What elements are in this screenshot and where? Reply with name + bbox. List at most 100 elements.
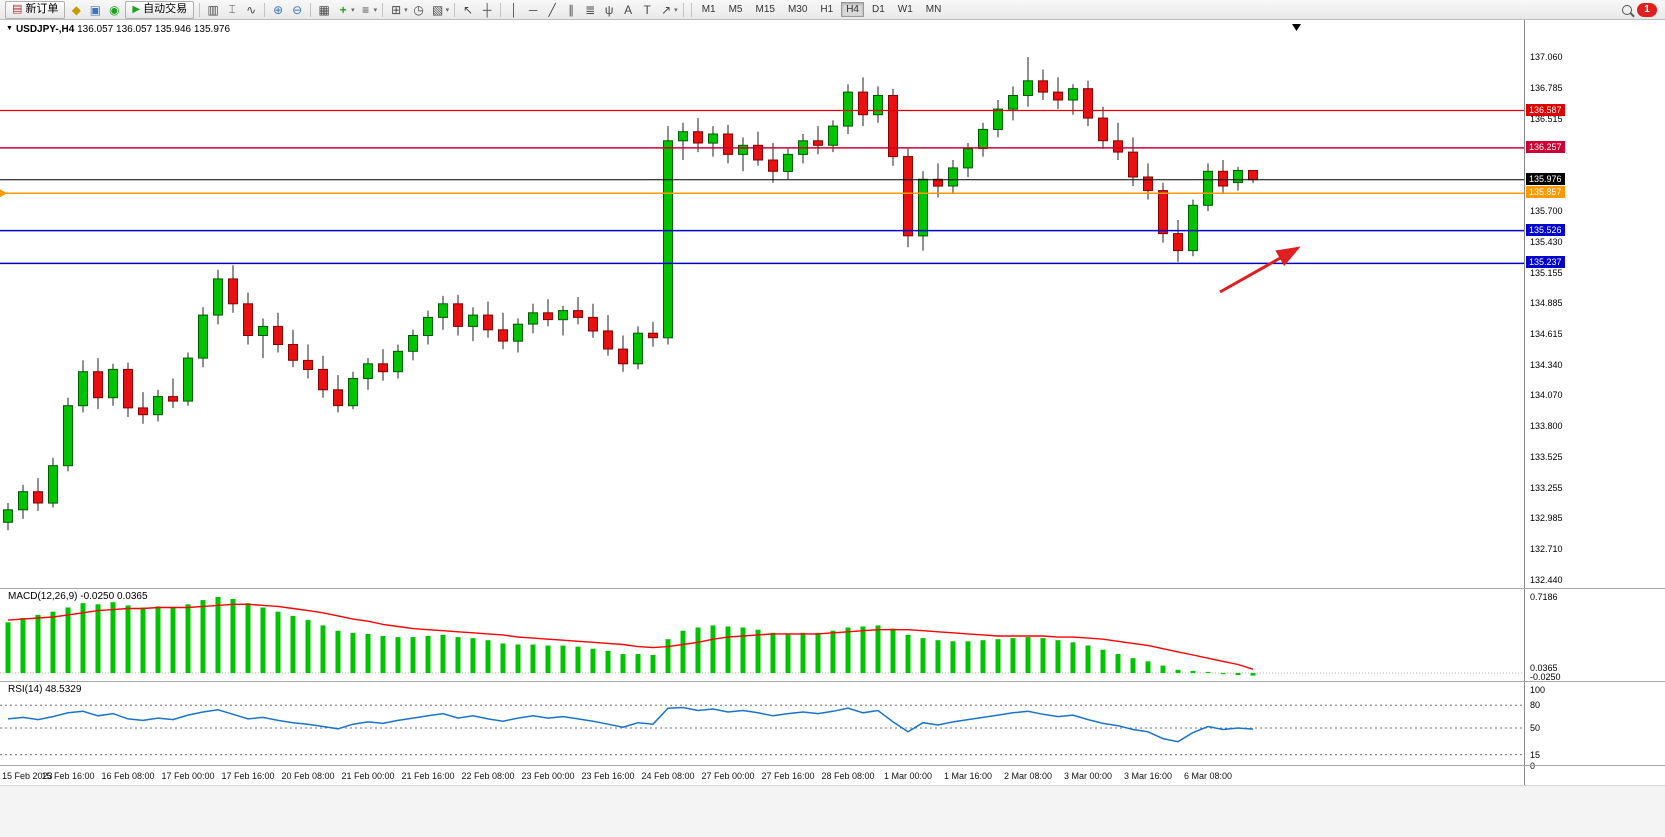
autotrading-button-label: 自动交易 — [143, 3, 188, 15]
time-label: 1 Mar 16:00 — [943, 771, 993, 781]
macd-panel — [0, 596, 1524, 676]
chevron-down-icon[interactable]: ▾ — [674, 6, 678, 14]
price-tick: 135.430 — [1530, 237, 1563, 247]
time-label: 16 Feb 08:00 — [101, 771, 155, 781]
time-label: 2 Mar 08:00 — [1003, 771, 1053, 781]
price-tick: 136.515 — [1530, 114, 1563, 124]
time-label: 21 Feb 16:00 — [401, 771, 455, 781]
rsi-tick: 50 — [1530, 723, 1541, 733]
autotrading-icon: ▶ — [132, 3, 141, 15]
price-shift-marker[interactable] — [1292, 24, 1301, 31]
crosshair-icon[interactable]: ┼ — [482, 2, 492, 17]
timeframe-w1-button[interactable]: W1 — [897, 4, 913, 15]
time-label: 22 Feb 08:00 — [461, 771, 515, 781]
timeframe-mn-button[interactable]: MN — [925, 4, 942, 15]
rsi-tick: 15 — [1530, 750, 1541, 760]
templates-icon[interactable]: ▧ — [431, 2, 444, 17]
time-label: 15 Feb 2023 — [2, 771, 53, 781]
time-label: 27 Feb 16:00 — [761, 771, 815, 781]
price-level-badge: 135.237 — [1526, 256, 1565, 268]
metaeditor-icon[interactable]: ◆ — [71, 2, 82, 17]
tile-windows-icon[interactable]: ▦ — [318, 2, 330, 17]
status-area — [0, 785, 1665, 837]
zoom-in-icon[interactable]: ⊕ — [273, 2, 284, 17]
chevron-down-icon[interactable]: ▾ — [445, 6, 450, 14]
timeframe-m15-button[interactable]: M15 — [755, 4, 775, 15]
macd-main-value: -0.0250 — [1530, 672, 1561, 682]
timeframe-h4-button[interactable]: H4 — [841, 2, 864, 17]
clock-icon[interactable]: ◷ — [413, 2, 424, 17]
vertical-line-icon[interactable]: │ — [510, 2, 518, 17]
text-icon[interactable]: A — [624, 2, 633, 17]
time-label: 27 Feb 00:00 — [701, 771, 755, 781]
signals-icon[interactable]: ◉ — [109, 2, 120, 17]
candlestick-icon[interactable]: ⌶ — [228, 2, 236, 16]
panel-divider-macd[interactable] — [0, 588, 1665, 589]
timeframe-d1-button[interactable]: D1 — [872, 4, 885, 15]
horizontal-line-icon[interactable]: ─ — [528, 2, 538, 17]
cursor-icon[interactable]: ↖ — [463, 2, 474, 17]
arrows-icon[interactable]: ↗ — [661, 2, 672, 17]
toolbar-separator — [264, 2, 266, 17]
toolbar-separator — [454, 2, 456, 17]
macd-label: MACD(12,26,9) -0.0250 0.0365 — [8, 591, 148, 602]
chevron-down-icon[interactable]: ▾ — [351, 6, 355, 14]
line-chart-icon[interactable]: ∿ — [246, 2, 257, 17]
periods-icon[interactable]: ⊞ — [391, 2, 402, 17]
ohlc-values: 136.057 136.057 135.946 135.976 — [77, 24, 231, 35]
time-label: 6 Mar 08:00 — [1183, 771, 1233, 781]
main-toolbar: ▤ 新订单 ◆ ▣ ◉ ▶ 自动交易 ▥ ⌶ ∿ ⊕ ⊖ ▦ + ▾ ≡ ▾ ⊞ ▾ ◷ ▧ ▾ ↖ ┼ │ ─ ╱ ∥ ≣ ψ A T ↗ ▾ M… — [0, 0, 1665, 20]
new-order-button-label: 新订单 — [25, 3, 59, 15]
indicator-windows-icon[interactable]: ≡ — [362, 2, 370, 17]
autotrading-button[interactable]: ▶ 自动交易 — [125, 0, 195, 19]
fibonacci-retracement-icon[interactable]: ≣ — [585, 2, 596, 17]
timeframe-m1-button[interactable]: M1 — [701, 4, 716, 15]
rsi-label: RSI(14) 48.5329 — [8, 684, 81, 695]
chevron-down-icon[interactable]: ▾ — [373, 6, 378, 14]
new-order-button[interactable]: ▤ 新订单 — [5, 0, 66, 19]
time-label: 23 Feb 00:00 — [521, 771, 575, 781]
price-tick: 135.155 — [1530, 268, 1563, 278]
time-axis: 15 Feb 2023 15 Feb 16:00 16 Feb 08:00 17 Fe… — [0, 767, 1524, 785]
price-axis: 137.060 136.785 136.515 135.700 135.430 135.1… — [1524, 20, 1665, 785]
toolbar-separator — [382, 2, 384, 17]
zoom-out-icon[interactable]: ⊖ — [292, 2, 303, 17]
rsi-panel — [0, 704, 1524, 756]
price-chart-plot[interactable] — [0, 20, 1524, 785]
trend-arrow-annotation[interactable] — [1219, 246, 1301, 294]
panel-divider-rsi[interactable] — [0, 681, 1665, 682]
andrews-pitchfork-icon[interactable]: ψ — [604, 2, 614, 17]
text-label-icon[interactable]: T — [643, 2, 651, 17]
rsi-tick: 100 — [1530, 685, 1546, 695]
candlestick-series — [3, 57, 1258, 531]
time-label: 15 Feb 16:00 — [41, 771, 95, 781]
panel-divider-timeaxis[interactable] — [0, 765, 1665, 766]
chevron-down-icon[interactable]: ▾ — [404, 6, 408, 14]
notifications-badge[interactable]: 1 — [1637, 2, 1657, 17]
time-label: 23 Feb 16:00 — [581, 771, 635, 781]
price-level-badge: 135.857 — [1526, 186, 1565, 198]
rsi-value: 48.5329 — [45, 684, 82, 695]
indicators-icon[interactable]: + — [339, 2, 347, 17]
rsi-line — [7, 706, 1254, 743]
timeframe-m30-button[interactable]: M30 — [787, 4, 808, 15]
timeframe-m5-button[interactable]: M5 — [728, 4, 743, 15]
rsi-tick: 0 — [1530, 761, 1536, 771]
bar-chart-icon[interactable]: ▥ — [207, 2, 219, 17]
charts-icon[interactable]: ▣ — [89, 2, 102, 17]
timeframe-h1-button[interactable]: H1 — [820, 4, 834, 15]
trendline-icon[interactable]: ╱ — [548, 2, 556, 17]
chart-dropdown-arrow[interactable]: ▼ — [6, 25, 13, 32]
price-tick: 136.785 — [1530, 83, 1563, 93]
equidistant-channel-icon[interactable]: ∥ — [568, 2, 575, 17]
time-label: 21 Feb 00:00 — [341, 771, 395, 781]
search-icon[interactable] — [1622, 4, 1632, 15]
price-tick: 132.985 — [1530, 513, 1563, 523]
price-level-badge: 136.587 — [1526, 104, 1565, 116]
price-tick: 134.885 — [1530, 298, 1563, 308]
macd-signal-value: 0.0365 — [1530, 663, 1558, 673]
price-level-badge: 135.976 — [1526, 173, 1565, 185]
macd-signal-line — [7, 603, 1254, 670]
chart-title: ▼ USDJPY-,H4 136.057 136.057 135.946 135.… — [6, 24, 230, 35]
